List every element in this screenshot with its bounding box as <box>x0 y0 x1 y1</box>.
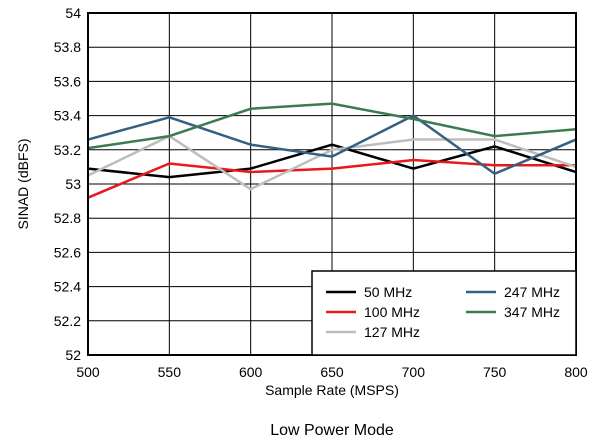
x-tick-label: 700 <box>402 364 426 380</box>
chart-caption: Low Power Mode <box>270 422 394 439</box>
x-tick-label: 750 <box>483 364 507 380</box>
x-tick-label: 550 <box>158 364 182 380</box>
x-tick-labels: 500 550 600 650 700 750 800 <box>76 364 588 380</box>
series-line-50-mhz <box>87 143 577 179</box>
y-tick-label: 52.4 <box>54 279 81 295</box>
series-line-347-mhz <box>87 102 577 150</box>
y-tick-label: 53.4 <box>54 108 81 124</box>
y-tick-label: 52.8 <box>54 210 81 226</box>
y-tick-label: 53.2 <box>54 142 81 158</box>
y-tick-label: 53.8 <box>54 39 81 55</box>
y-tick-label: 53.6 <box>54 73 81 89</box>
y-tick-label: 52 <box>65 347 81 363</box>
x-tick-label: 800 <box>564 364 588 380</box>
x-axis-title: Sample Rate (MSPS) <box>265 382 399 398</box>
x-tick-label: 500 <box>76 364 100 380</box>
y-tick-label: 52.2 <box>54 313 81 329</box>
legend: 50 MHz 100 MHz 127 MHz 247 MHz 347 MHz <box>311 270 577 356</box>
legend-label: 247 MHz <box>504 284 560 300</box>
x-tick-label: 650 <box>320 364 344 380</box>
y-axis-title: SINAD (dBFS) <box>15 138 31 229</box>
legend-label: 127 MHz <box>364 324 420 340</box>
y-tick-label: 53 <box>65 176 81 192</box>
y-tick-label: 52.6 <box>54 244 81 260</box>
legend-label: 100 MHz <box>364 304 420 320</box>
series-line-100-mhz <box>87 158 576 199</box>
x-tick-label: 600 <box>239 364 263 380</box>
y-tick-labels: 52 52.2 52.4 52.6 52.8 53 53.2 53.4 53.6 53.8 54 <box>54 5 81 363</box>
legend-label: 50 MHz <box>364 284 412 300</box>
legend-label: 347 MHz <box>504 304 560 320</box>
series-lines <box>87 102 577 199</box>
series-line-247-mhz <box>87 114 577 176</box>
y-tick-label: 54 <box>65 5 81 21</box>
